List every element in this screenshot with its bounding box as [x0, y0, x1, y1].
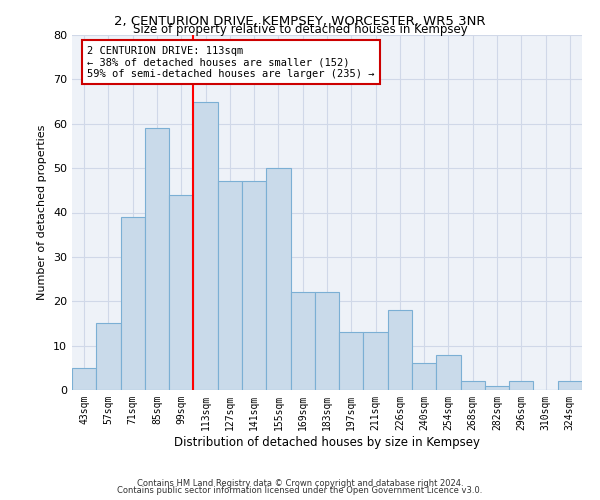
Bar: [72, 368, 96, 390]
Bar: [364, 332, 388, 390]
Bar: [436, 354, 461, 390]
Bar: [242, 182, 266, 390]
Bar: [412, 364, 436, 390]
Bar: [339, 332, 364, 390]
Bar: [145, 128, 169, 390]
Bar: [266, 168, 290, 390]
Bar: [558, 381, 582, 390]
Y-axis label: Number of detached properties: Number of detached properties: [37, 125, 47, 300]
Text: Contains HM Land Registry data © Crown copyright and database right 2024.: Contains HM Land Registry data © Crown c…: [137, 478, 463, 488]
Bar: [290, 292, 315, 390]
Bar: [193, 102, 218, 390]
Text: 2, CENTURION DRIVE, KEMPSEY, WORCESTER, WR5 3NR: 2, CENTURION DRIVE, KEMPSEY, WORCESTER, …: [114, 15, 486, 28]
Bar: [218, 182, 242, 390]
Bar: [509, 381, 533, 390]
Bar: [315, 292, 339, 390]
Bar: [485, 386, 509, 390]
Bar: [121, 217, 145, 390]
Bar: [388, 310, 412, 390]
Text: Contains public sector information licensed under the Open Government Licence v3: Contains public sector information licen…: [118, 486, 482, 495]
X-axis label: Distribution of detached houses by size in Kempsey: Distribution of detached houses by size …: [174, 436, 480, 448]
Bar: [169, 194, 193, 390]
Text: Size of property relative to detached houses in Kempsey: Size of property relative to detached ho…: [133, 22, 467, 36]
Bar: [96, 324, 121, 390]
Bar: [461, 381, 485, 390]
Text: 2 CENTURION DRIVE: 113sqm
← 38% of detached houses are smaller (152)
59% of semi: 2 CENTURION DRIVE: 113sqm ← 38% of detac…: [88, 46, 375, 79]
